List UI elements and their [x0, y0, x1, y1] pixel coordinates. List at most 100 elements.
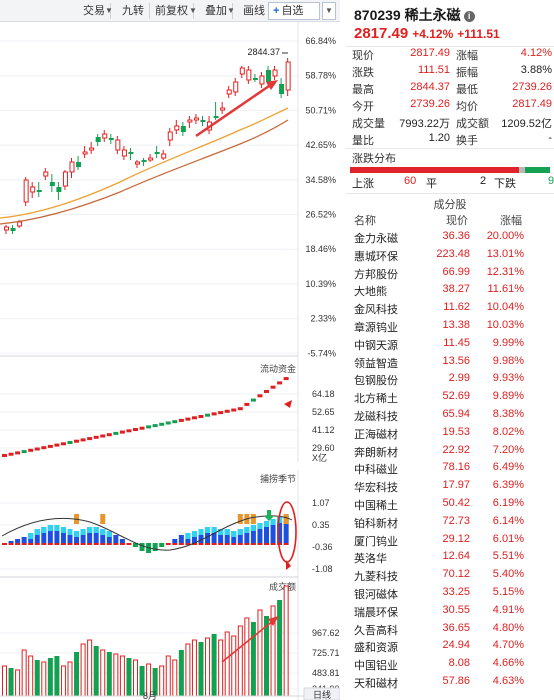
flow-bar [237, 407, 243, 411]
list-item[interactable]: 金风科技 11.62 10.04% [346, 301, 554, 319]
info-icon[interactable]: i [463, 11, 475, 22]
overlay-button[interactable]: 叠加 [200, 3, 233, 19]
flow-bar [74, 439, 80, 443]
candle-body [161, 153, 167, 159]
list-item[interactable]: 英洛华 12.64 5.51% [346, 550, 554, 568]
stock-price: 22.92 [442, 443, 470, 456]
candle-body [76, 162, 82, 167]
quote-value: 4.12% [520, 47, 552, 59]
volume-bar [8, 668, 14, 696]
kline-chart[interactable]: 66.84% 58.78% 50.71% 42.65% 34.58% 26.52% 18.4… [0, 22, 340, 362]
y-axis-label: 64.18 [312, 389, 335, 399]
stock-name: 包钢股份 [354, 375, 398, 388]
list-item[interactable]: 瑞晨环保 30.55 4.91% [346, 604, 554, 622]
stock-change: 4.80% [492, 621, 524, 634]
stock-name: 金力永磁 [354, 233, 398, 245]
oscillator-bar [205, 543, 211, 545]
nine-turn-button[interactable]: 九转 [117, 3, 150, 19]
volume-bar [80, 643, 86, 697]
volume-bar [100, 649, 106, 697]
list-item[interactable]: 惠城环保 223.48 13.01% [346, 248, 554, 266]
list-item[interactable]: 章源钨业 13.38 10.03% [346, 319, 554, 337]
list-item[interactable]: 正海磁材 19.53 8.02% [346, 426, 554, 444]
list-item[interactable]: 龙磁科技 65.94 8.38% [346, 408, 554, 426]
chevron-down-icon[interactable]: ▼ [227, 6, 235, 15]
stock-change: 13.01% [486, 247, 524, 260]
list-item[interactable]: 方邦股份 66.99 12.31% [346, 266, 554, 284]
stock-change: 8.38% [492, 407, 524, 420]
list-item[interactable]: 包钢股份 2.99 9.93% [346, 372, 554, 390]
list-item[interactable]: 中科磁业 78.16 6.49% [346, 461, 554, 479]
candle-body [95, 137, 101, 142]
divider [346, 193, 554, 194]
current-price: 2817.49 [354, 25, 409, 42]
volume-bar [28, 655, 34, 697]
list-item[interactable]: 奔朗新材 22.92 7.20% [346, 444, 554, 462]
list-item[interactable]: 久吾高科 36.65 4.80% [346, 622, 554, 640]
list-item[interactable]: 中钢天源 11.45 9.99% [346, 337, 554, 355]
oscillator-bar [34, 529, 40, 543]
divider [346, 46, 554, 47]
volume-bar [159, 665, 165, 697]
flow-bar [152, 424, 158, 428]
volume-bar [237, 625, 243, 697]
chevron-down-icon[interactable]: ▼ [189, 6, 197, 15]
list-item[interactable]: 领益智造 13.56 9.98% [346, 355, 554, 373]
chart-area[interactable]: 66.84% 58.78% 50.71% 42.65% 34.58% 26.52% 18.4… [0, 22, 340, 700]
more-menu-button[interactable]: ▼ [322, 2, 336, 20]
stock-name: 惠城环保 [354, 250, 398, 263]
quote-value: 3.88% [520, 64, 552, 76]
list-item[interactable]: 大地熊 38.27 11.61% [346, 283, 554, 301]
oscillator-signal [283, 514, 289, 524]
flow-bar [34, 447, 40, 451]
list-item[interactable]: 中国铝业 8.08 4.66% [346, 657, 554, 675]
volume-bar [133, 659, 138, 697]
list-item[interactable]: 天和磁材 57.86 4.63% [346, 675, 554, 693]
oscillator-bar [277, 543, 283, 545]
oscillator-bar [21, 543, 27, 545]
list-item[interactable]: 银河磁体 33.25 5.15% [346, 586, 554, 604]
column-name[interactable]: 名称 [354, 215, 376, 227]
stock-name: 英洛华 [354, 553, 387, 566]
trade-button[interactable]: 交易 [78, 3, 111, 19]
volume-bar [152, 668, 158, 696]
stock-change: 6.39% [492, 479, 524, 492]
oscillator-chart[interactable]: 捕捞季节 1.07 0.35 -0.36 -1.08 [0, 470, 340, 578]
column-price[interactable]: 现价 [446, 215, 468, 227]
list-item[interactable]: 金力永磁 36.36 20.00% [346, 230, 554, 248]
candle-body [279, 84, 285, 94]
stock-name: 奔朗新材 [354, 446, 398, 459]
list-item[interactable]: 中国稀土 50.42 6.19% [346, 497, 554, 515]
add-watchlist-button[interactable]: + 自选 [268, 2, 320, 20]
list-item[interactable]: 铂科新材 72.73 6.14% [346, 515, 554, 533]
oscillator-bar [41, 527, 47, 533]
column-change[interactable]: 涨幅 [500, 215, 522, 227]
list-item[interactable]: 北方稀土 52.69 9.89% [346, 390, 554, 408]
quote-value: 111.51 [417, 64, 450, 76]
trend-arrow-head [266, 80, 278, 90]
candle-body [10, 228, 16, 231]
oscillator-bar [198, 529, 204, 535]
stock-change: 4.63% [492, 674, 524, 687]
flow-bar [15, 451, 21, 455]
candle-body [239, 67, 245, 75]
chevron-down-icon[interactable]: ▼ [105, 6, 113, 15]
draw-line-button[interactable]: 画线 [243, 5, 265, 17]
down-arrow-icon [264, 510, 274, 521]
period-selector[interactable] [303, 687, 340, 700]
stock-change: 10.04% [486, 301, 524, 314]
list-item[interactable]: 厦门钨业 29.12 6.01% [346, 533, 554, 551]
candle-body [180, 126, 186, 132]
chart-toolbar: 交易 ▼ 九转 前复权 ▼ 叠加 ▼ 画线 + 自选 ▼ [0, 0, 340, 22]
list-item[interactable]: 华宏科技 17.97 6.39% [346, 479, 554, 497]
stock-change: 5.40% [492, 568, 524, 581]
moving-average-line [0, 107, 289, 219]
list-item[interactable]: 九菱科技 70.12 5.40% [346, 568, 554, 586]
volume-bar [231, 635, 237, 697]
adjust-button[interactable]: 前复权 [150, 3, 194, 19]
list-item[interactable]: 盛和资源 24.94 4.70% [346, 639, 554, 657]
oscillator-bar [113, 543, 119, 545]
candle-body [4, 226, 9, 231]
